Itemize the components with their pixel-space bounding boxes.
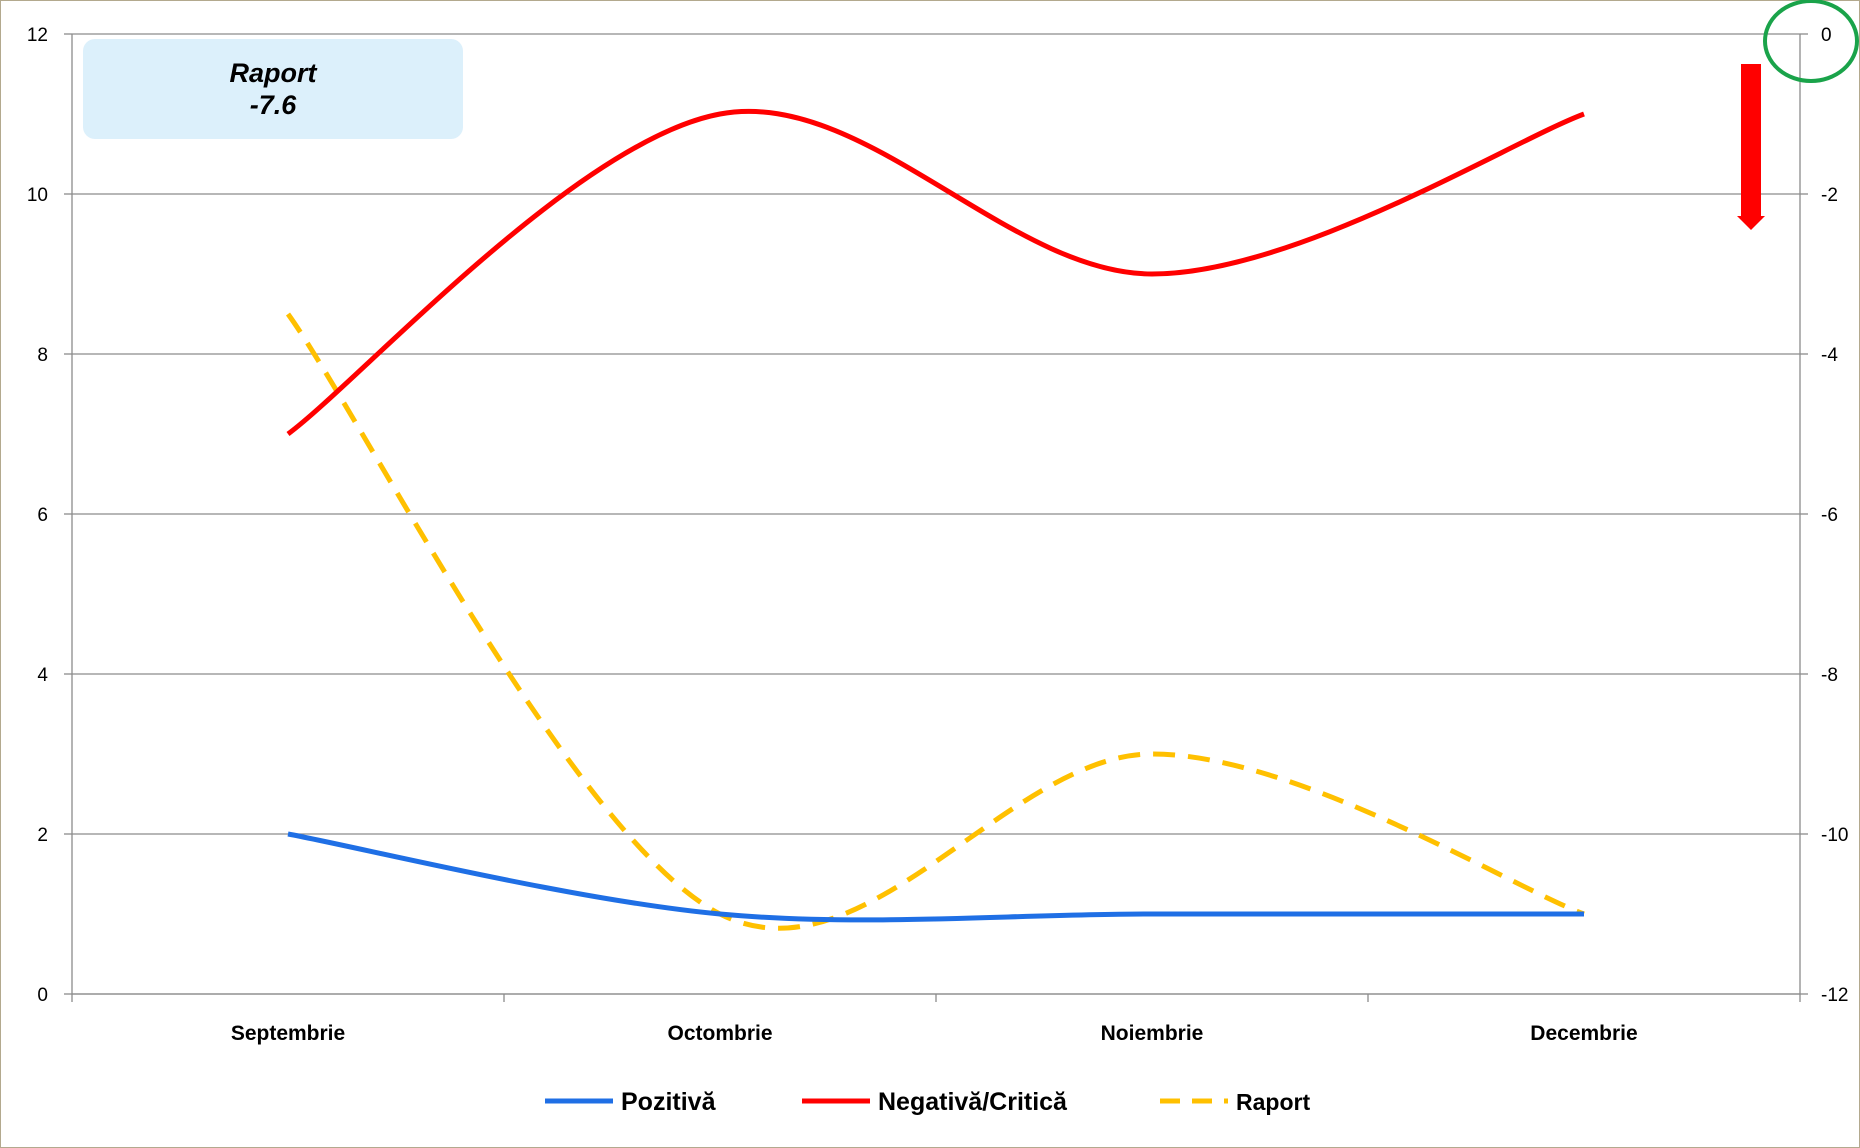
axes [71,34,1801,1002]
category-label: Noiembrie [1101,1022,1204,1045]
right-tick-label: -12 [1821,985,1848,1006]
left-tick-label: 8 [37,345,48,366]
right-tick-label: -4 [1821,345,1838,366]
callout-label: Raport [229,58,317,88]
category-labels: Septembrie Octombrie Noiembrie Decembrie [231,1022,1638,1045]
category-label: Septembrie [231,1022,345,1045]
left-tick-label: 2 [37,825,48,846]
category-label: Octombrie [667,1022,772,1045]
series-line-pozitiv [287,831,1584,923]
left-tick-label: 4 [37,665,48,686]
right-axis-ticks: 0 -2 -4 -6 -8 -10 -12 [1800,25,1848,1006]
highlight-circle [1763,0,1859,83]
legend-label: Raport [1236,1089,1310,1115]
legend-label: Pozitivă [621,1088,717,1116]
left-tick-label: 0 [37,985,48,1006]
series-line-negativ-critic [286,109,1585,437]
legend: Pozitivă Negativă/Critică Raport [545,1088,1310,1116]
legend-label: Negativă/Critică [878,1088,1068,1116]
left-tick-label: 10 [27,185,48,206]
right-tick-label: -8 [1821,665,1838,686]
left-axis-ticks: 0 2 4 6 8 10 12 [27,25,72,1006]
right-tick-label: 0 [1821,25,1832,46]
left-tick-label: 12 [27,25,48,46]
down-arrow-icon [1737,64,1765,230]
category-label: Decembrie [1530,1022,1637,1045]
right-tick-label: -2 [1821,185,1838,206]
callout-value: -7.6 [249,90,297,120]
series-lines [285,109,1585,931]
raport-callout: Raport -7.6 [83,39,463,139]
right-tick-label: -6 [1821,505,1838,526]
gridlines [72,33,1800,995]
right-tick-label: -10 [1821,825,1848,846]
left-tick-label: 6 [37,505,48,526]
series-line-raport [285,312,1585,931]
